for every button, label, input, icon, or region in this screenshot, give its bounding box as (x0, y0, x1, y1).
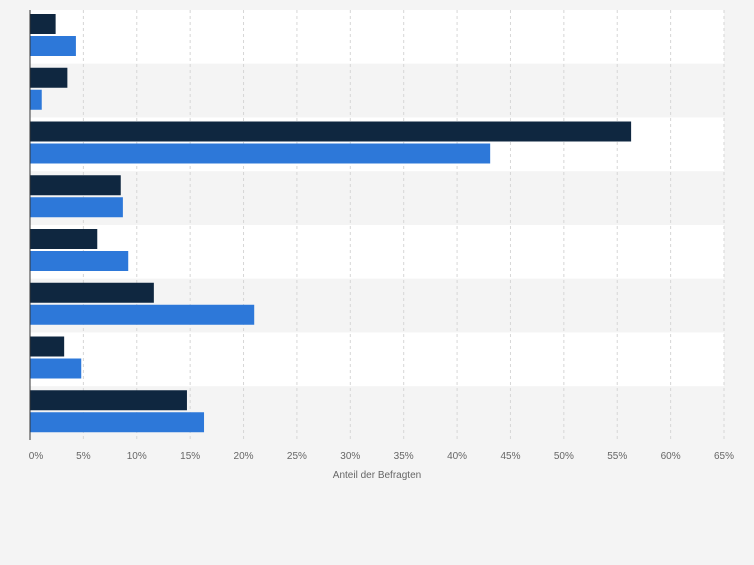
bar-series1-row3[interactable] (30, 121, 632, 142)
bar-series2-row5[interactable] (30, 251, 129, 271)
x-tick-label: 60% (661, 451, 681, 462)
x-tick-label: 10% (127, 451, 147, 462)
bar-series2-row1[interactable] (30, 36, 76, 56)
bar-series1-row5[interactable] (30, 229, 98, 249)
x-tick-label: 55% (607, 451, 627, 462)
x-tick-label: 0% (29, 451, 44, 462)
bar-series2-row4[interactable] (30, 197, 123, 218)
bar-series1-row6[interactable] (30, 282, 154, 303)
x-tick-label: 45% (500, 451, 520, 462)
bar-series1-row7[interactable] (30, 336, 65, 357)
x-tick-labels: 0% 5% 10% 15% 20% 25% 30% 35% 40% 45% 50% 55% 60% 65% (29, 451, 734, 462)
row-band-2 (30, 63, 724, 118)
x-tick-label: 30% (340, 451, 360, 462)
x-tick-label: 65% (714, 451, 734, 462)
bar-series2-row6[interactable] (30, 304, 255, 325)
x-tick-label: 25% (287, 451, 307, 462)
bar-series1-row2[interactable] (30, 67, 68, 88)
row-band-7 (30, 332, 724, 387)
x-tick-label: 50% (554, 451, 574, 462)
row-band-4 (30, 171, 724, 225)
row-band-1 (30, 10, 724, 64)
bar-series2-row8[interactable] (30, 412, 205, 433)
row-bands (30, 10, 724, 440)
bars (30, 14, 632, 433)
bar-series1-row8[interactable] (30, 390, 187, 411)
x-tick-label: 15% (180, 451, 200, 462)
row-band-5 (30, 225, 724, 279)
bar-series1-row1[interactable] (30, 14, 56, 34)
x-tick-label: 35% (394, 451, 414, 462)
x-tick-label: 5% (76, 451, 91, 462)
x-tick-label: 40% (447, 451, 467, 462)
bar-series2-row2[interactable] (30, 89, 42, 110)
bar-series2-row7[interactable] (30, 358, 82, 379)
x-axis-label: Anteil der Befragten (333, 470, 421, 481)
x-tick-label: 20% (234, 451, 254, 462)
bar-series2-row3[interactable] (30, 143, 491, 164)
bar-series1-row4[interactable] (30, 175, 121, 196)
